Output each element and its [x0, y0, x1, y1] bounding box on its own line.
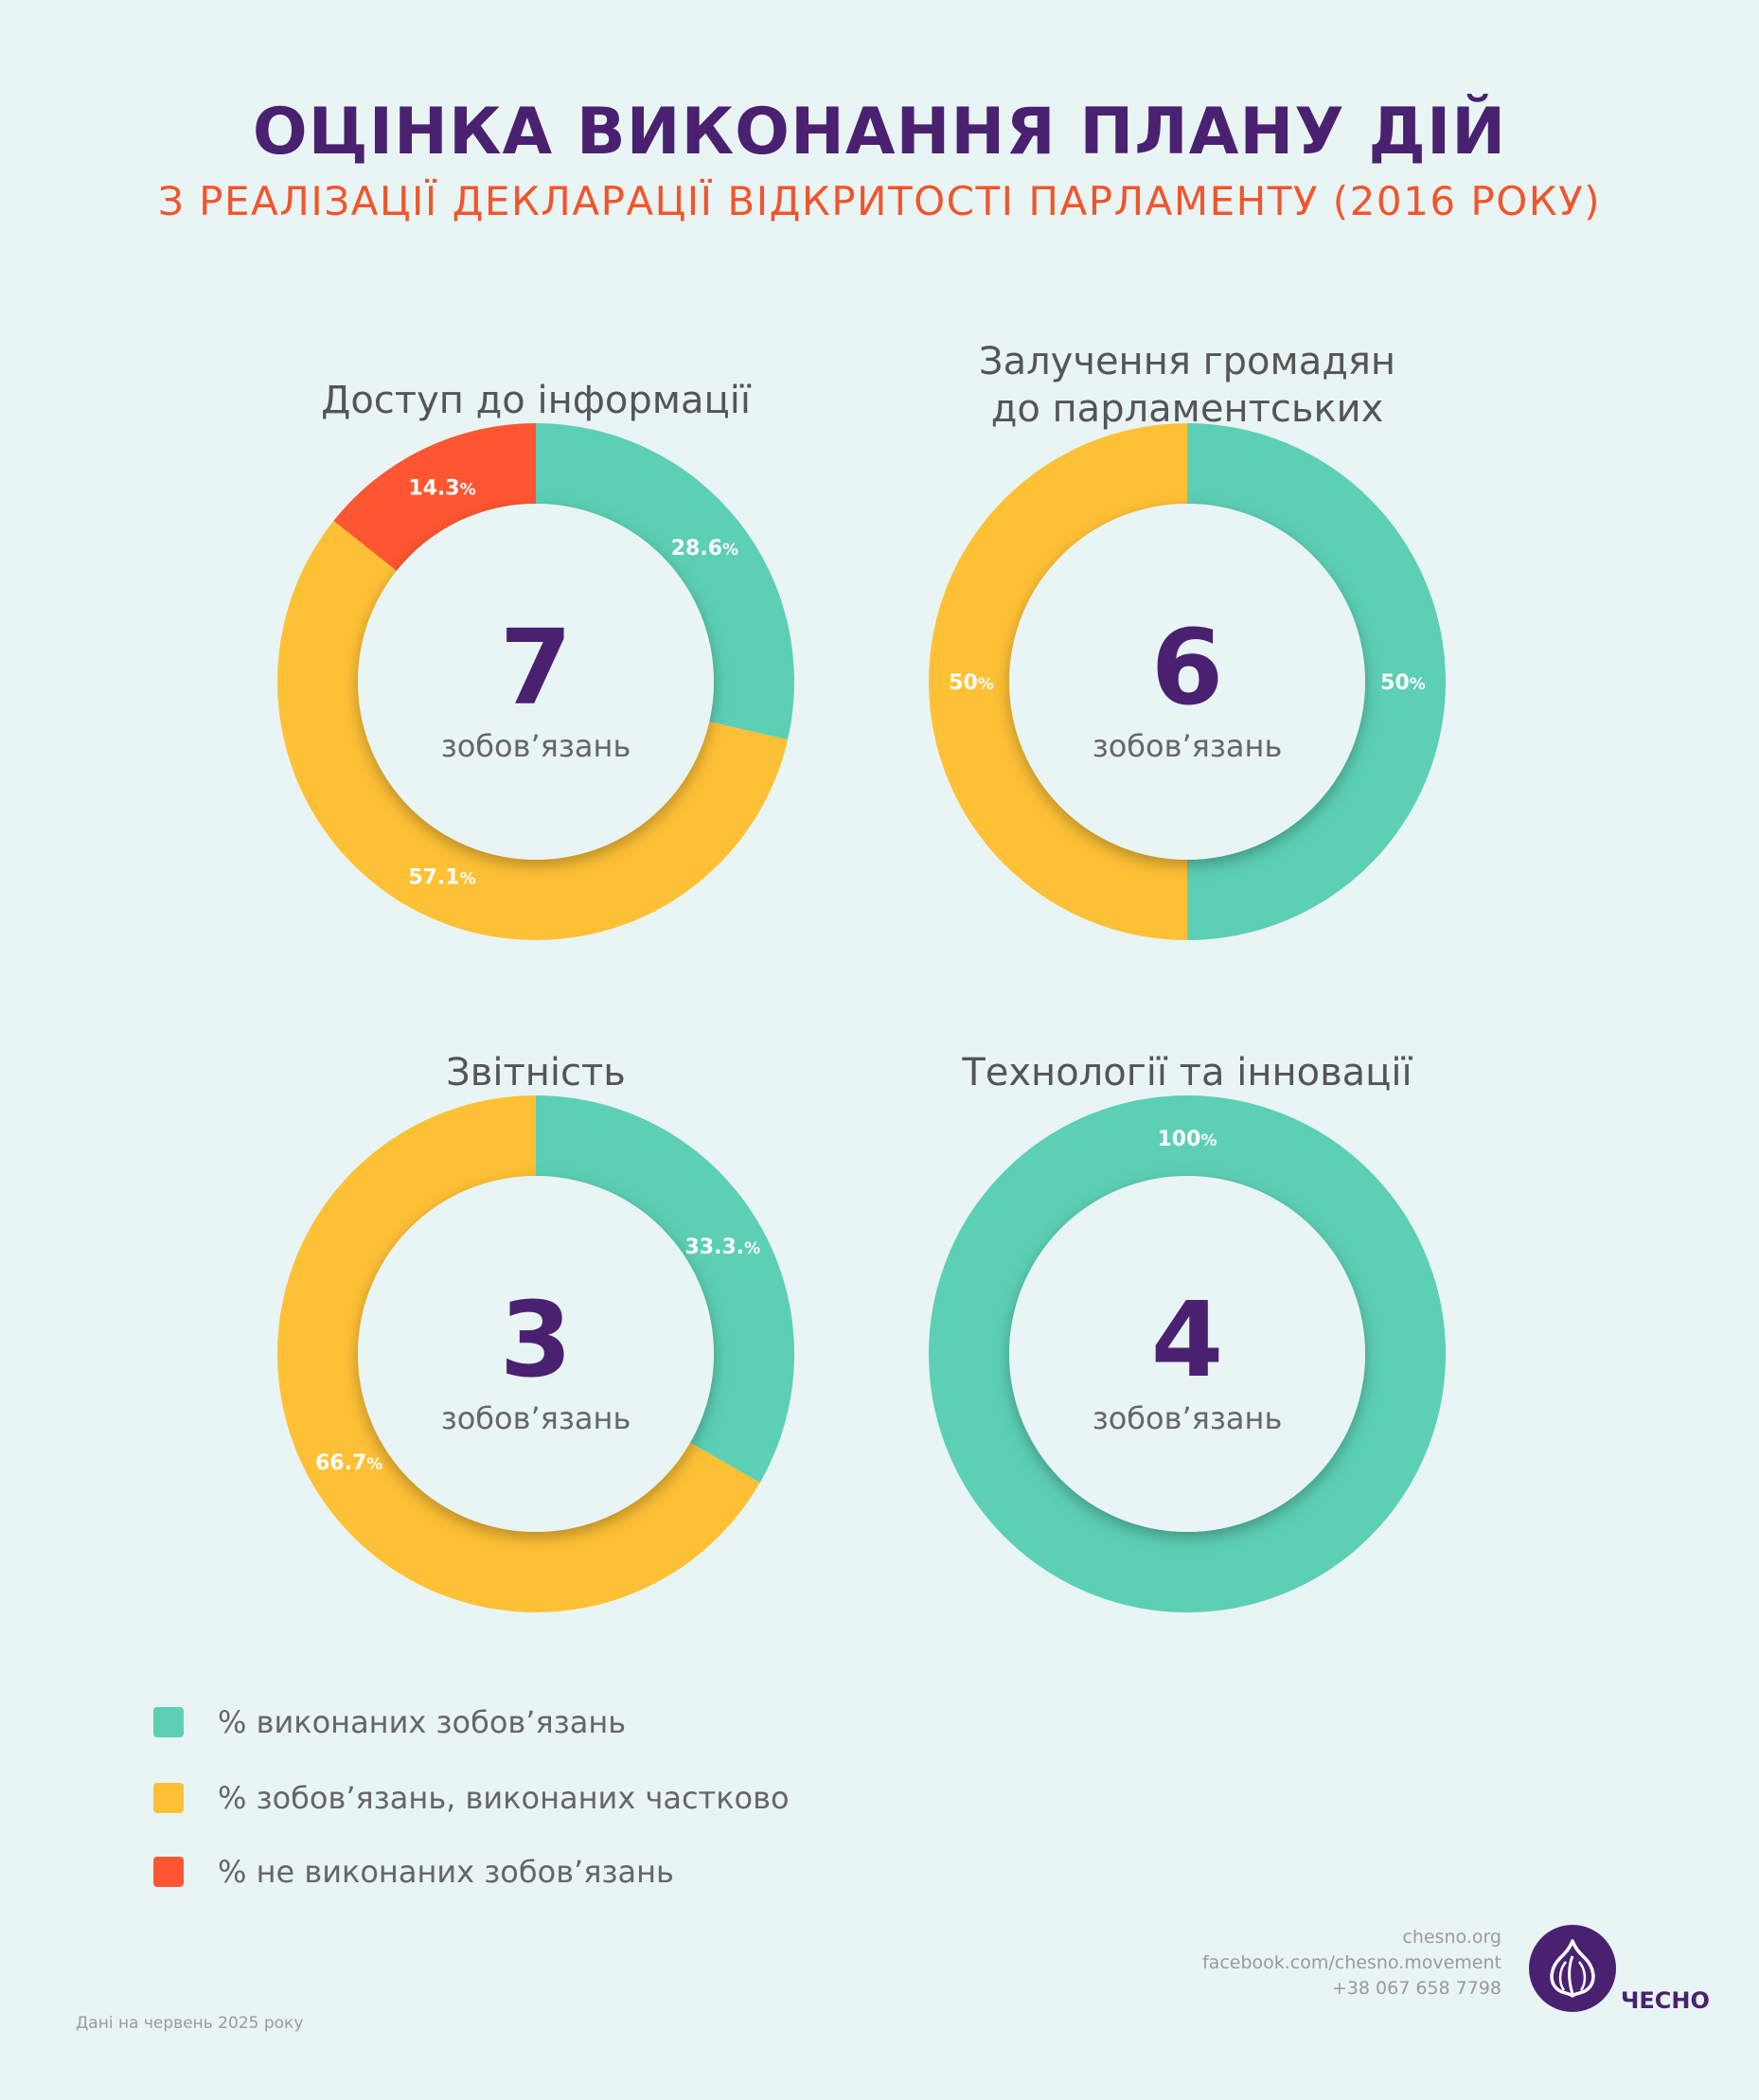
slice-value-label: 14.3%	[408, 477, 475, 501]
legend-swatch	[153, 1707, 184, 1737]
slice-value-label: 57.1%	[408, 865, 475, 889]
commitments-count: 6	[1150, 607, 1224, 728]
data-date-note: Дані на червень 2025 року	[76, 2014, 304, 2033]
donut-slice-completed	[929, 1095, 1446, 1612]
facebook-link[interactable]: facebook.com/chesno.movement	[1201, 1952, 1501, 1973]
contacts-block: chesno.org facebook.com/chesno.movement …	[1202, 1925, 1501, 2002]
commitments-unit: зобов’язань	[440, 1400, 631, 1436]
legend-label: % виконаних зобов’язань	[218, 1704, 627, 1740]
page-title: ОЦІНКА ВИКОНАННЯ ПЛАНУ ДІЙ	[252, 95, 1507, 169]
chart-title: Звітність	[276, 1049, 795, 1096]
legend-label: % не виконаних зобов’язань	[218, 1854, 674, 1890]
donut-center	[358, 504, 714, 860]
chart-panel-citizen-engagement: Залучення громадян до парламентських про…	[928, 336, 1447, 956]
donut-slice-completed	[1187, 423, 1446, 940]
slice-value-label: 33.3.%	[684, 1236, 760, 1259]
donut-chart: 33.3.% 66.7%	[277, 1095, 794, 1612]
chart-title-line: Технології та інновації	[962, 1051, 1413, 1094]
chesno-logo-icon	[1529, 1925, 1616, 2012]
commitments-count: 4	[1150, 1279, 1224, 1400]
donut-chart: 50% 50%	[929, 423, 1446, 940]
donut-chart: 100%	[929, 1095, 1446, 1612]
page-subtitle: З РЕАЛІЗАЦІЇ ДЕКЛАРАЦІЇ ВІДКРИТОСТІ ПАРЛ…	[157, 178, 1602, 224]
donut-center	[358, 1176, 714, 1532]
chart-panel-technology-innovation: Технології та інновації 100% 4 зобов’яза…	[928, 1041, 1447, 1628]
chart-title-line: Залучення громадян	[978, 340, 1396, 383]
chart-panel-reporting: Звітність 33.3.% 66.7% 3 зобов’язань	[276, 1041, 795, 1628]
commitments-count: 3	[499, 1279, 573, 1400]
donut-slice-partial	[277, 1095, 760, 1612]
donut-center	[1009, 1176, 1365, 1532]
donut-slice-completed	[536, 423, 794, 740]
slice-value-label: 50%	[949, 671, 994, 695]
chart-title-line: Доступ до інформації	[321, 379, 751, 422]
slice-value-label: 100%	[1158, 1128, 1217, 1151]
website-link[interactable]: chesno.org	[1402, 1927, 1501, 1948]
commitments-unit: зобов’язань	[440, 728, 631, 764]
donut-slice-partial	[929, 423, 1187, 940]
legend-label: % зобов’язань, виконаних частково	[218, 1780, 790, 1816]
commitments-unit: зобов’язань	[1092, 728, 1283, 764]
donut-slice-not-completed	[333, 423, 536, 571]
donut-chart: 28.6% 57.1% 14.3%	[277, 423, 794, 941]
donut-center	[1009, 504, 1365, 860]
chart-title-line: Звітність	[446, 1051, 626, 1094]
phone-number: +38 067 658 7798	[1331, 1978, 1501, 1999]
slice-value-label: 28.6%	[671, 537, 738, 561]
chesno-logo-text: ЧЕСНО	[1621, 1987, 1710, 2014]
commitments-unit: зобов’язань	[1092, 1400, 1283, 1436]
chart-title: Технології та інновації	[928, 1049, 1447, 1096]
commitments-count: 7	[499, 607, 573, 728]
donut-slice-completed	[536, 1095, 794, 1484]
legend-swatch	[153, 1783, 184, 1813]
legend-swatch	[153, 1857, 184, 1887]
donut-slice-partial	[277, 520, 789, 941]
chart-title: Доступ до інформації	[276, 377, 795, 424]
slice-value-label: 66.7%	[315, 1451, 382, 1475]
chart-panel-access-to-information: Доступ до інформації 28.6% 57.1% 14.3% 7 з…	[276, 369, 795, 956]
slice-value-label: 50%	[1380, 671, 1426, 695]
